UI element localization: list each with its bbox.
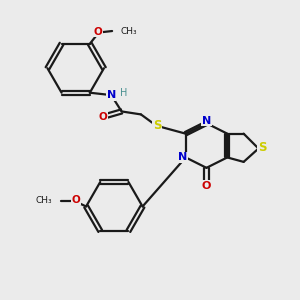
Text: CH₃: CH₃ <box>36 196 52 205</box>
Text: O: O <box>202 181 211 191</box>
Text: CH₃: CH₃ <box>120 26 137 35</box>
Text: H: H <box>120 88 127 98</box>
Text: O: O <box>99 112 108 122</box>
Text: O: O <box>94 27 103 37</box>
Text: N: N <box>202 116 211 126</box>
Text: S: S <box>258 141 266 154</box>
Text: O: O <box>72 195 80 205</box>
Text: N: N <box>178 152 187 162</box>
Text: S: S <box>153 119 161 132</box>
Text: N: N <box>106 90 116 100</box>
